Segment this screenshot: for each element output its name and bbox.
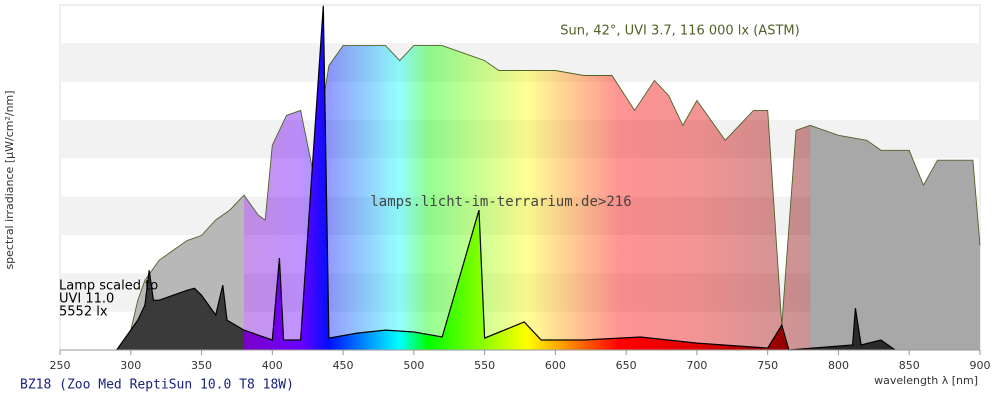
x-tick-label: 250 (50, 359, 71, 372)
x-tick-label: 900 (970, 359, 991, 372)
watermark: lamps.licht-im-terrarium.de>216 (370, 194, 631, 210)
series-area (123, 45, 980, 350)
series-line (116, 5, 896, 351)
x-tick-label: 400 (262, 359, 283, 372)
x-tick-label: 300 (120, 359, 141, 372)
x-tick-label: 600 (545, 359, 566, 372)
x-tick-label: 750 (757, 359, 778, 372)
lamp-note: Lamp scaled to (59, 279, 158, 294)
series-line (123, 45, 981, 351)
lamp-note: UVI 11.0 (59, 292, 114, 307)
x-tick-label: 550 (474, 359, 495, 372)
series-area (116, 5, 896, 351)
x-tick-label: 500 (403, 359, 424, 372)
x-tick-label: 850 (899, 359, 920, 372)
x-tick-label: 700 (686, 359, 707, 372)
chart-title: BZ18 (Zoo Med ReptiSun 10.0 T8 18W) (20, 378, 294, 393)
x-axis-label: wavelength λ [nm] (874, 374, 978, 387)
series-label: Sun, 42°, UVI 3.7, 116 000 lx (ASTM) (560, 24, 799, 39)
x-tick-label: 800 (828, 359, 849, 372)
y-axis-label: spectral irradiance [µW/cm²/nm] (3, 90, 16, 269)
lamp-note: 5552 lx (59, 305, 108, 320)
x-tick-label: 450 (333, 359, 354, 372)
x-tick-label: 350 (191, 359, 212, 372)
x-tick-label: 650 (616, 359, 637, 372)
